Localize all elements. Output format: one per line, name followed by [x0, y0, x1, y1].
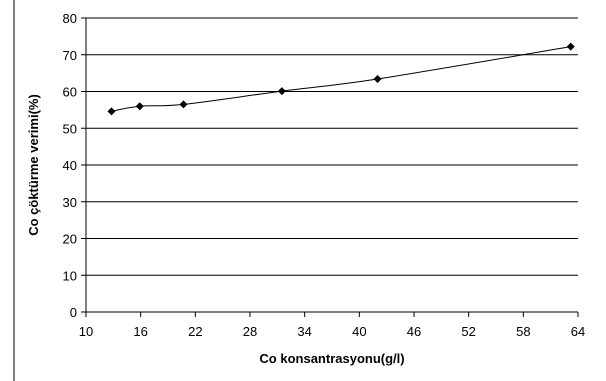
y-tick-label: 80 [63, 11, 77, 26]
x-tick-label: 46 [407, 324, 421, 339]
y-tick-label: 30 [63, 195, 77, 210]
y-tick-labels: 0 10 20 30 40 50 60 70 80 [63, 11, 77, 320]
y-tick-label: 10 [63, 268, 77, 283]
axes [81, 17, 579, 317]
x-tick-label: 58 [516, 324, 530, 339]
x-tick-labels: 10 16 22 28 34 40 46 52 58 64 [79, 324, 585, 339]
data-point-2 [179, 100, 188, 109]
y-axis-title: Co çöktürme verimi(%) [26, 94, 41, 236]
y-tick-label: 50 [63, 121, 77, 136]
x-tick-label: 28 [243, 324, 257, 339]
x-tick-label: 16 [133, 324, 147, 339]
x-tick-label: 52 [461, 324, 475, 339]
x-tick-label: 34 [297, 324, 311, 339]
x-tick-label: 40 [352, 324, 366, 339]
x-tick-label: 64 [571, 324, 585, 339]
x-tick-label: 10 [79, 324, 93, 339]
y-tick-label: 40 [63, 158, 77, 173]
x-axis-title: Co konsantrasyonu(g/l) [259, 351, 404, 366]
y-tick-label: 20 [63, 232, 77, 247]
x-tick-label: 22 [188, 324, 202, 339]
data-point-0 [107, 107, 116, 116]
data-point-3 [277, 87, 286, 96]
y-tick-label: 60 [63, 85, 77, 100]
series [107, 42, 575, 116]
data-point-5 [566, 42, 575, 51]
gridlines [86, 17, 578, 276]
y-tick-label: 0 [70, 305, 77, 320]
y-tick-label: 70 [63, 48, 77, 63]
data-point-4 [373, 75, 382, 84]
data-point-1 [135, 102, 144, 111]
series-line-0 [111, 46, 571, 112]
